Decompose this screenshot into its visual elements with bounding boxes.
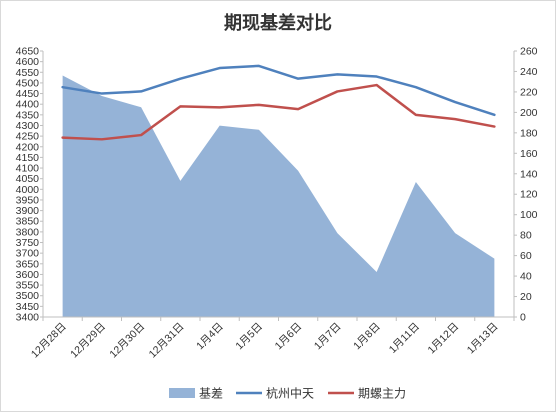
left-tick-label: 3750 [16,237,40,249]
left-tick-label: 3650 [16,258,40,270]
left-tick-label: 3950 [16,194,40,206]
line-series-1 [61,64,496,117]
x-tick-label: 1月5日 [233,321,265,353]
x-tick-label: 1月8日 [351,321,383,353]
right-tick-label: 100 [520,209,538,221]
right-tick-label: 80 [520,230,532,242]
left-tick-label: 4650 [16,46,40,58]
x-tick-label: 1月12日 [426,321,462,357]
left-tick-label: 3700 [16,248,40,260]
legend-label-3: 期螺主力 [358,387,406,401]
left-tick-label: 4300 [16,120,40,132]
right-tick-label: 160 [520,148,538,160]
left-tick-label: 3850 [16,216,40,228]
left-tick-label: 3400 [16,312,40,324]
x-tick-label: 1月4日 [194,321,226,353]
left-tick-label: 4600 [16,56,40,68]
right-tick-label: 260 [520,46,538,58]
legend-label-2: 杭州中天 [266,386,314,401]
right-tick-label: 20 [520,291,532,303]
left-tick-label: 4000 [16,184,40,196]
legend-swatch-area [169,388,195,398]
left-tick-label: 4050 [16,173,40,185]
right-tick-label: 240 [520,66,538,78]
left-tick-label: 4400 [16,99,40,111]
x-tick-label: 12月31日 [147,321,187,361]
x-tick-label: 1月13日 [465,321,501,357]
left-tick-label: 4550 [16,67,40,79]
right-tick-label: 220 [520,86,538,98]
left-tick-label: 3500 [16,290,40,302]
left-tick-label: 4150 [16,152,40,164]
left-tick-label: 3900 [16,205,40,217]
left-tick-label: 3800 [16,226,40,238]
x-tick-label: 12月29日 [68,321,108,361]
right-tick-label: 140 [520,168,538,180]
right-tick-label: 180 [520,127,538,139]
left-tick-label: 4250 [16,131,40,143]
right-tick-label: 200 [520,107,538,119]
left-tick-label: 4100 [16,163,40,175]
x-tick-label: 1月11日 [387,321,422,356]
left-tick-label: 4350 [16,109,40,121]
legend-label-1: 基差 [199,387,223,401]
x-tick-label: 1月6日 [273,321,305,353]
left-tick-label: 4450 [16,88,40,100]
left-tick-label: 4200 [16,141,40,153]
area-series-jicha [62,75,495,317]
chart-title: 期现基差对比 [224,13,332,34]
right-tick-label: 120 [520,189,538,201]
x-tick-label: 12月28日 [29,321,69,361]
left-tick-label: 3600 [16,269,40,281]
left-tick-label: 3450 [16,301,40,313]
left-tick-label: 3550 [16,280,40,292]
right-tick-label: 60 [520,250,532,262]
x-tick-label: 12月30日 [107,321,147,361]
line-series-2 [61,83,496,141]
right-tick-label: 0 [520,312,526,324]
x-tick-label: 1月7日 [312,321,344,353]
right-tick-label: 40 [520,271,532,283]
left-tick-label: 4500 [16,77,40,89]
